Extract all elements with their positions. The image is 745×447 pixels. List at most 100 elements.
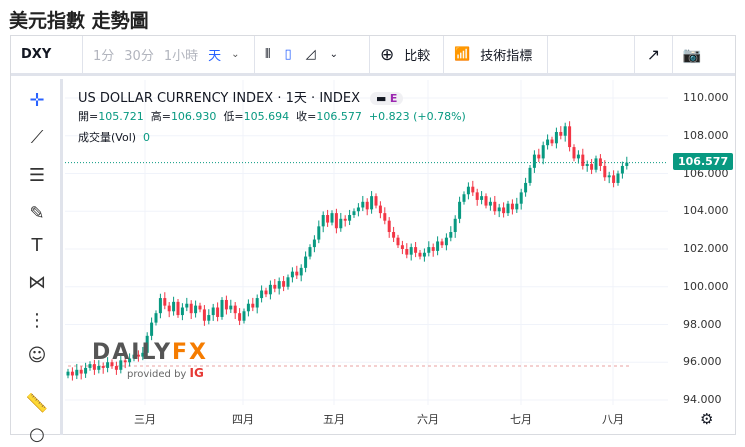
candle — [471, 186, 475, 193]
x-tick-label: 四月 — [232, 413, 254, 426]
candle — [480, 196, 484, 200]
interval-group: 1分 30分 1小時 天 ⌄ — [83, 36, 255, 73]
candle — [546, 139, 550, 146]
bar-chart-icon[interactable]: ⫴ — [265, 47, 271, 62]
candle — [378, 205, 382, 214]
candle — [475, 192, 479, 200]
candle — [114, 366, 118, 370]
settings-gear-icon[interactable]: ⚙ — [700, 410, 714, 428]
interval-30m[interactable]: 30分 — [124, 49, 154, 64]
candle — [576, 154, 580, 159]
candle — [554, 131, 558, 144]
symbol-search[interactable]: DXY — [11, 36, 83, 73]
candle — [255, 298, 259, 308]
candle — [211, 307, 215, 316]
candle — [594, 158, 598, 170]
candle — [449, 232, 453, 238]
candle — [550, 139, 554, 144]
candle — [119, 360, 123, 370]
candle — [194, 305, 198, 314]
camera-icon[interactable]: 📷 — [682, 45, 702, 64]
candle — [321, 215, 325, 227]
interval-1h[interactable]: 1小時 — [163, 49, 199, 64]
candle — [207, 315, 211, 321]
y-tick-label: 102.000 — [683, 242, 729, 255]
chart-toolbar: DXY 1分 30分 1小時 天 ⌄ ⫴ ▯ ◿ ⌄ ⊕ 比較 📶 技術指標 ↗… — [11, 36, 735, 76]
candle — [348, 215, 352, 221]
emoji-icon[interactable]: ☺ — [27, 344, 47, 366]
x-tick-label: 八月 — [602, 413, 624, 426]
plus-circle-icon: ⊕ — [380, 44, 395, 65]
indicators-button[interactable]: 📶 技術指標 — [444, 36, 548, 73]
candle — [66, 371, 70, 376]
candle — [251, 303, 255, 308]
interval-1m[interactable]: 1分 — [93, 49, 115, 64]
brush-icon[interactable]: ✎ — [29, 202, 45, 224]
candle — [488, 201, 492, 206]
candle — [136, 354, 140, 357]
interval-1d[interactable]: 天 — [208, 49, 222, 64]
candle — [233, 305, 237, 314]
pattern-icon[interactable]: ⋈ — [28, 271, 46, 293]
candle — [607, 175, 611, 178]
candle — [400, 245, 404, 249]
candle — [453, 218, 457, 233]
zoom-icon[interactable]: ○ — [29, 423, 45, 445]
candle — [405, 249, 409, 255]
candle — [339, 218, 343, 229]
x-tick-label: 三月 — [134, 413, 156, 426]
candle — [510, 203, 514, 210]
candle — [216, 307, 220, 317]
candle — [141, 352, 145, 357]
candle — [519, 192, 523, 204]
candle — [220, 299, 224, 317]
candle — [264, 290, 268, 295]
ruler-icon[interactable]: 📏 — [25, 392, 49, 414]
candle — [585, 164, 589, 166]
candle — [286, 277, 290, 287]
candle — [282, 281, 286, 287]
fullscreen-icon[interactable]: ↗ — [635, 36, 673, 73]
candle — [620, 165, 624, 174]
crosshair-icon[interactable]: ✛ — [29, 89, 45, 111]
event-badge[interactable]: ▬ E — [370, 92, 404, 105]
candle — [75, 369, 79, 376]
candle — [515, 203, 519, 210]
candle — [185, 303, 189, 308]
candle — [422, 252, 426, 257]
candle — [132, 354, 136, 359]
fib-lines-icon[interactable]: ☰ — [28, 164, 46, 186]
candle — [176, 301, 180, 316]
candle — [163, 298, 167, 306]
y-tick-label: 108.000 — [683, 128, 729, 142]
candle — [524, 182, 528, 193]
candle — [295, 271, 299, 276]
candle — [242, 311, 246, 321]
chevron-down-icon[interactable]: ⌄ — [231, 49, 240, 60]
candle — [616, 173, 620, 183]
x-tick-label: 六月 — [417, 413, 439, 426]
candle — [317, 226, 321, 240]
candle — [444, 237, 448, 246]
chart-legend: US DOLLAR CURRENCY INDEX · 1天 · INDEX ▬ E… — [78, 91, 466, 144]
volume-label: 成交量(Vol) — [78, 131, 137, 144]
candle — [598, 158, 602, 166]
compare-button[interactable]: ⊕ 比較 — [370, 36, 444, 73]
chevron-down-icon[interactable]: ⌄ — [329, 49, 339, 60]
x-tick-label: 七月 — [510, 413, 532, 426]
trendline-icon[interactable]: ⟋ — [30, 126, 44, 148]
candle — [154, 313, 158, 323]
candle-chart-icon[interactable]: ▯ — [284, 47, 292, 62]
candle — [312, 239, 316, 248]
logo-subtitle: provided by IG — [127, 366, 204, 380]
chart-widget: DXY 1分 30分 1小時 天 ⌄ ⫴ ▯ ◿ ⌄ ⊕ 比較 📶 技術指標 ↗… — [10, 35, 736, 445]
candle — [436, 241, 440, 251]
candle — [484, 196, 488, 206]
area-chart-icon[interactable]: ◿ — [305, 47, 316, 62]
candle — [150, 322, 154, 336]
text-icon[interactable]: T — [31, 234, 43, 256]
candle — [603, 165, 607, 178]
forecast-icon[interactable]: ⋮ — [28, 309, 46, 331]
candle — [123, 360, 127, 363]
